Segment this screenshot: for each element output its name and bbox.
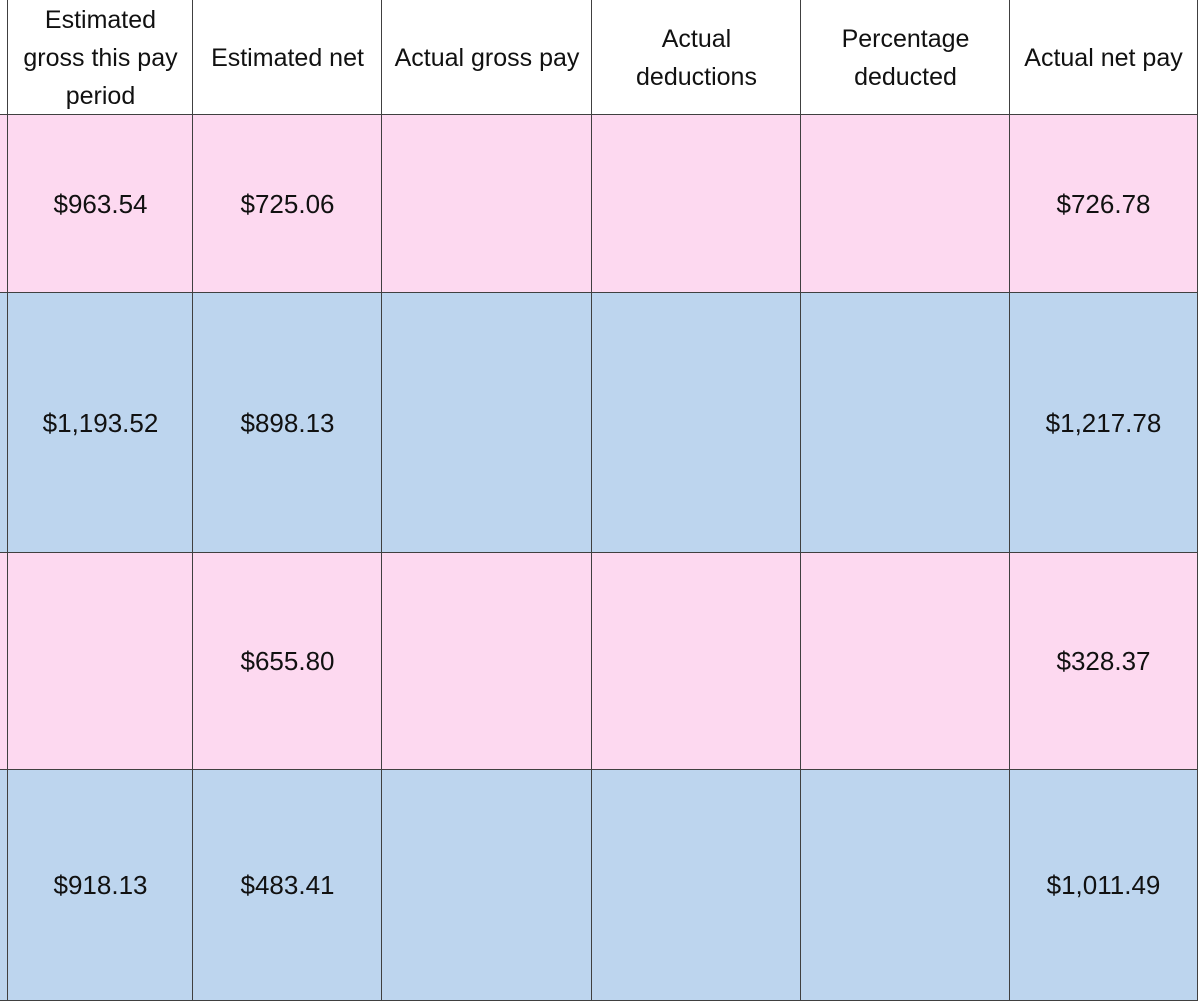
table-cell (800, 552, 1011, 771)
table-cell: $328.37 (1009, 552, 1198, 771)
table-cell (7, 552, 194, 771)
table-cell: $898.13 (192, 292, 383, 554)
table-cell: $1,193.52 (7, 292, 194, 554)
table-cell: $726.78 (1009, 114, 1198, 294)
table-cell (800, 114, 1011, 294)
header-cell: Actual gross pay (381, 0, 593, 116)
table-cell: $963.54 (7, 114, 194, 294)
table-cell (381, 552, 593, 771)
table-cell: $483.41 (192, 769, 383, 1001)
table-cell (591, 769, 802, 1001)
table-cell (591, 114, 802, 294)
table-cell (381, 769, 593, 1001)
table-cell (591, 552, 802, 771)
table-cell (381, 114, 593, 294)
header-cell: Actual net pay (1009, 0, 1198, 116)
table-cell: $725.06 (192, 114, 383, 294)
table-cell: $1,217.78 (1009, 292, 1198, 554)
table-cell (591, 292, 802, 554)
table-cell: $1,011.49 (1009, 769, 1198, 1001)
table-cell (800, 769, 1011, 1001)
header-cell: Percentage deducted (800, 0, 1011, 116)
header-cell: Actual deductions (591, 0, 802, 116)
table-cell: $655.80 (192, 552, 383, 771)
table-cell (381, 292, 593, 554)
header-cell: Estimated net (192, 0, 383, 116)
header-cell: Estimated gross this pay period (7, 0, 194, 116)
table-cell: $918.13 (7, 769, 194, 1001)
table-cell (800, 292, 1011, 554)
